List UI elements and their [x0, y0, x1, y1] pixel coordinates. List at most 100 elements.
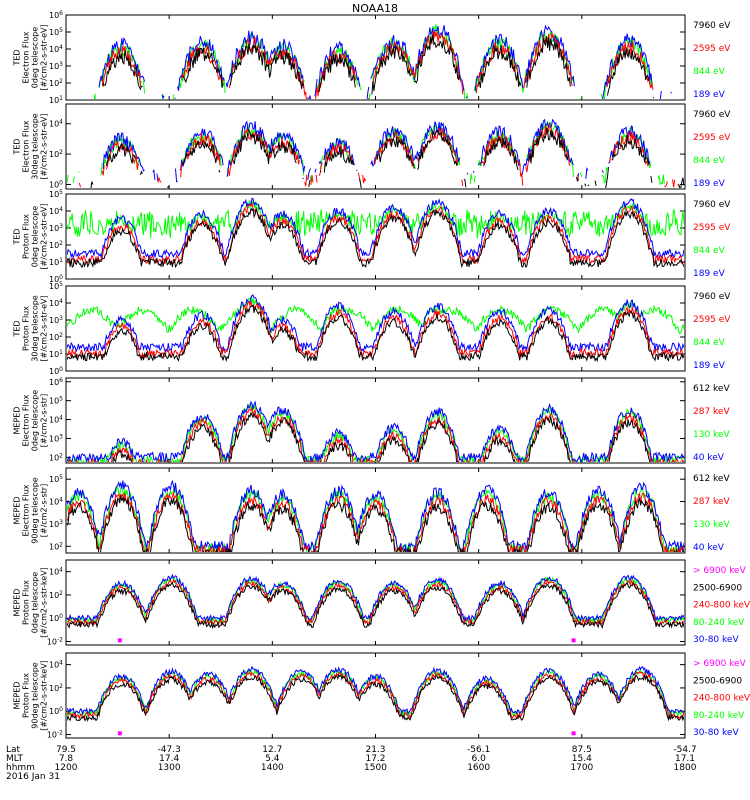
legend-entry: 2595 eV	[693, 315, 731, 325]
legend-entry: 30-80 keV	[693, 635, 739, 645]
series-line	[308, 94, 312, 99]
footer-value: 1600	[467, 763, 490, 773]
series-line	[161, 94, 165, 99]
series-line	[606, 40, 654, 90]
footer-value: 17.4	[159, 754, 179, 764]
series-line	[184, 132, 221, 166]
legend-entry: 844 eV	[693, 156, 726, 166]
series-line	[594, 180, 597, 186]
y-tick-label: 102	[49, 240, 63, 250]
series-line	[318, 53, 356, 92]
y-tick-label: 106	[49, 377, 63, 387]
y-tick-label: 104	[49, 298, 63, 308]
series-line	[323, 143, 353, 168]
series-line	[307, 168, 312, 181]
y-tick-label: 102	[49, 452, 63, 462]
series-line	[177, 35, 225, 91]
legend-entry: 130 keV	[693, 520, 730, 530]
legend-entry: > 6900 keV	[693, 659, 747, 669]
y-tick-label: 103	[49, 433, 63, 443]
series-line	[67, 673, 684, 723]
y-tick-label: 100	[49, 706, 63, 716]
legend-entry: 80-240 keV	[693, 618, 745, 628]
footer-value: 6.0	[472, 754, 487, 764]
footer-value: -47.3	[158, 745, 181, 755]
series-line	[601, 169, 604, 173]
y-tick-label: 101	[49, 349, 63, 359]
legend-entry: 189 eV	[693, 179, 726, 189]
series-line	[370, 25, 465, 92]
series-line	[229, 43, 305, 89]
series-line	[67, 670, 684, 720]
series-line	[67, 576, 684, 625]
y-tick-label: 101	[49, 95, 63, 105]
series-line	[323, 146, 354, 173]
series-line	[359, 178, 362, 188]
series-line	[670, 91, 672, 94]
footer-value: 12.7	[262, 745, 282, 755]
series-line	[477, 125, 521, 166]
series-line	[359, 82, 362, 91]
series-line	[611, 135, 650, 165]
series-line	[318, 160, 322, 165]
series-line	[477, 45, 522, 88]
y-tick-label: 105	[49, 396, 63, 406]
series-line	[67, 400, 684, 462]
series-line	[366, 86, 370, 99]
series-line	[67, 207, 684, 269]
series-line	[461, 179, 464, 187]
series-line	[67, 174, 69, 183]
y-tick-label: 100	[49, 274, 63, 284]
y-axis-label: MEPEDProton Flux0deg telescope[#/cm2-s-s…	[13, 567, 49, 638]
series-line	[672, 179, 676, 188]
series-line	[600, 79, 607, 99]
footer-value: 79.5	[56, 745, 76, 755]
series-line	[601, 166, 608, 184]
legend-entry: 2500-6900	[693, 676, 742, 686]
footer-value: 1300	[158, 763, 181, 773]
series-line	[609, 156, 612, 162]
series-line	[528, 127, 569, 164]
legend-entry: 612 keV	[693, 384, 730, 394]
footer-value: 1800	[674, 763, 697, 773]
footer-value: 1700	[570, 763, 593, 773]
series-line	[101, 165, 105, 176]
y-tick-label: 106	[49, 10, 63, 20]
series-line	[356, 169, 358, 172]
series-line	[308, 180, 311, 187]
y-tick-label: 104	[49, 415, 63, 425]
series-line	[414, 34, 461, 84]
series-line	[310, 175, 314, 185]
series-line	[466, 172, 469, 175]
series-line	[156, 173, 159, 182]
series-line	[67, 495, 684, 552]
series-line	[472, 170, 475, 173]
y-axis-label: MEPEDProton Flux90deg telescope[#/cm2-s-…	[13, 660, 49, 731]
series-line	[157, 176, 162, 183]
legend-entry: 2500-6900	[693, 583, 742, 593]
y-tick-label: 102	[49, 78, 63, 88]
series-line	[67, 197, 684, 260]
footer-value: 21.3	[365, 745, 385, 755]
y-tick-label: 105	[49, 474, 63, 484]
series-line	[304, 174, 308, 187]
y-tick-label: 103	[49, 61, 63, 71]
series-line	[471, 102, 472, 103]
series-line	[161, 93, 164, 99]
series-line	[67, 573, 684, 623]
y-axis-label: TEDElectron Flux0deg telescope[#/cm2-s-s…	[13, 24, 49, 90]
legend-entry: > 6900 keV	[693, 566, 747, 576]
series-line	[576, 176, 578, 182]
series-line	[101, 50, 143, 91]
legend-entry: 40 keV	[693, 453, 725, 463]
y-tick-label: 104	[49, 567, 63, 577]
footer-value: 1500	[364, 763, 387, 773]
series-line	[465, 96, 468, 99]
series-line	[580, 172, 583, 177]
series-line	[368, 93, 372, 99]
series-line	[180, 161, 184, 178]
series-line	[314, 79, 318, 97]
y-tick-label: 100	[49, 366, 63, 376]
